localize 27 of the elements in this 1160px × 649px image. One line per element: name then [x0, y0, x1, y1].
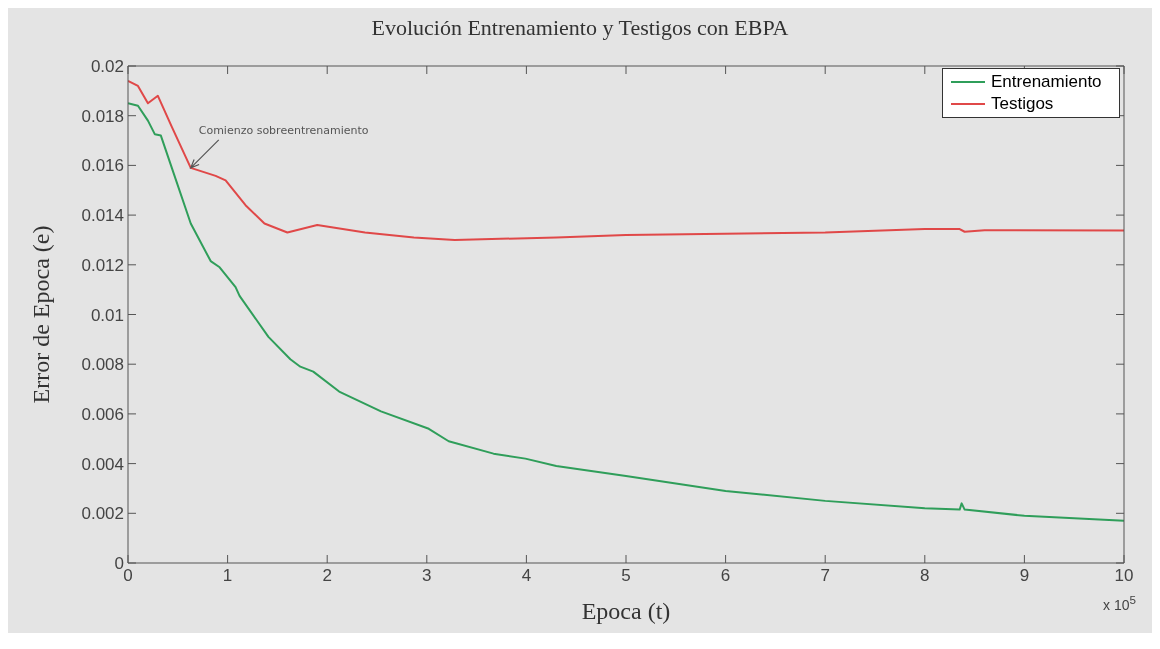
x-tick-label: 4	[521, 566, 532, 586]
text: x 10$^{5}$	[1103, 593, 1136, 613]
x-tick-label: 9	[1019, 566, 1030, 586]
x-tick-label: 10	[1114, 566, 1134, 586]
x-tick-label: 8	[920, 566, 930, 586]
legend-label: Entrenamiento	[991, 71, 1102, 93]
x-tick-label: 2	[322, 566, 332, 586]
y-tick-label: 0.012	[81, 255, 124, 275]
y-tick-label: 0.002	[81, 504, 124, 524]
legend-label: Testigos	[991, 93, 1054, 115]
y-tick-label: 0.018	[81, 106, 124, 126]
annotation: Comienzo sobreentrenamiento	[198, 123, 369, 137]
y-tick-label: 0.02	[90, 57, 124, 77]
y-tick-label: 0.004	[81, 454, 124, 474]
y-tick-label: 0.008	[81, 355, 124, 375]
y-tick-label: 0.006	[81, 404, 124, 424]
x-tick-label: 7	[820, 566, 830, 586]
chart-title: Evolución Entrenamiento y Testigos con EBPA	[370, 14, 790, 42]
x-tick-label: 3	[422, 566, 432, 586]
y-tick-label: 0.014	[81, 206, 124, 226]
x-tick-label: 6	[720, 566, 731, 586]
x-tick-label: 1	[222, 566, 233, 586]
y-tick-label: 0.016	[81, 156, 124, 176]
y-axis-title: Error de Epoca (e)	[27, 225, 54, 404]
x-tick-label: 5	[621, 566, 631, 586]
x-axis-title: Epoca (t)	[581, 598, 671, 624]
y-tick-label: 0.01	[90, 305, 124, 325]
